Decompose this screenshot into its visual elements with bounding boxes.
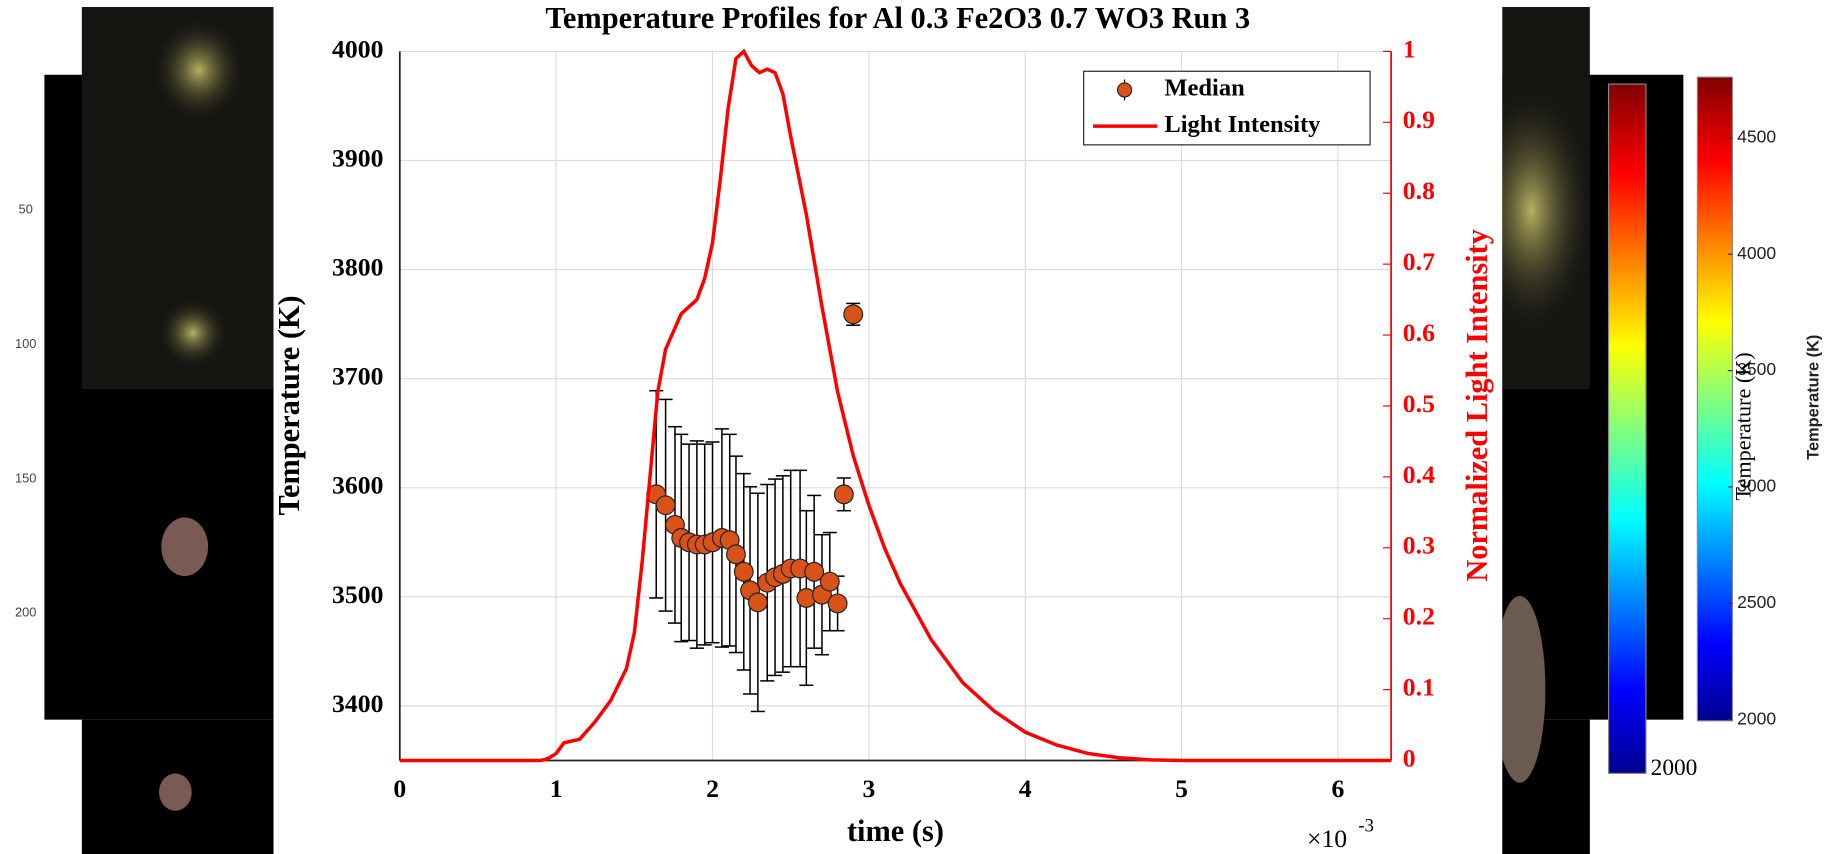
intensity-line [399,48,1392,763]
colorbar-tick-label: 4000 [1737,243,1776,263]
y-tick-label: 3800 [332,252,383,281]
colorbar-label: Temperature (K) [1805,335,1823,460]
image-tick-label: 200 [15,605,36,620]
y2-tick-label: 0.1 [1403,673,1435,702]
y-tick-label: 3500 [332,580,383,609]
colorbar-tick-label: 3000 [1737,476,1776,496]
median-marker [827,593,848,614]
y2-tick-label: 0.2 [1403,602,1435,631]
y-tick-label: 3600 [332,471,383,500]
x-tick-label: 2 [706,774,719,803]
chart-title: Temperature Profiles for Al 0.3 Fe2O3 0.… [545,1,1250,35]
y2-tick-label: 0.7 [1403,247,1435,276]
x-axis-label: time (s) [847,814,944,848]
x-tick-label: 0 [393,774,406,803]
x-tick-label: 6 [1332,774,1345,803]
y-tick-label: 3400 [332,689,383,718]
x-exponent: -3 [1358,815,1374,836]
image-tick-label: 100 [15,336,36,351]
back-colorbar-label: Temperature (K) [1730,352,1755,500]
legend: Median Light Intensity [1083,70,1371,146]
x-tick-label: 1 [550,774,563,803]
chart-panel [273,7,1503,854]
median-marker [655,495,676,516]
median-marker [747,592,768,613]
y2-tick-label: 1 [1403,34,1416,63]
colorbar-tick-label: 4500 [1737,126,1776,146]
y-tick-label: 3700 [332,362,383,391]
legend-label: Light Intensity [1164,111,1321,138]
x-multiplier: ×10 [1307,824,1347,853]
y2-axis-label: Normalized Light Intensity [1460,229,1494,582]
median-marker [833,484,854,505]
legend-swatch [1116,82,1133,98]
image-tick-label: 50 [19,202,33,217]
colorbar-tick-label: 2500 [1737,592,1776,612]
y-tick-label: 3900 [332,143,383,172]
y2-tick-label: 0.8 [1403,176,1435,205]
y2-tick-label: 0 [1403,743,1416,772]
median-marker [804,561,825,582]
x-tick-label: 5 [1175,774,1188,803]
legend-label: Median [1164,75,1245,102]
y2-tick-label: 0.6 [1403,318,1435,347]
y2-tick-label: 0.3 [1403,531,1435,560]
x-tick-label: 3 [862,774,875,803]
colorbar-tick-label: 2000 [1737,708,1776,728]
median-marker [733,561,754,582]
image-tick-label: 150 [15,470,36,485]
median-marker [843,304,864,325]
y-tick-label: 4000 [332,34,383,63]
median-marker [726,544,746,565]
y-axis-label: Temperature (K) [272,295,306,515]
median-marker [819,571,840,592]
y2-tick-label: 0.4 [1403,460,1435,489]
x-tick-label: 4 [1019,774,1032,803]
back-colorbar-tick: 2000 [1651,755,1698,781]
colorbar-tick-label: 3500 [1737,359,1776,379]
y2-tick-label: 0.5 [1403,389,1435,418]
y2-tick-label: 0.9 [1403,105,1435,134]
legend-box [1083,70,1371,146]
